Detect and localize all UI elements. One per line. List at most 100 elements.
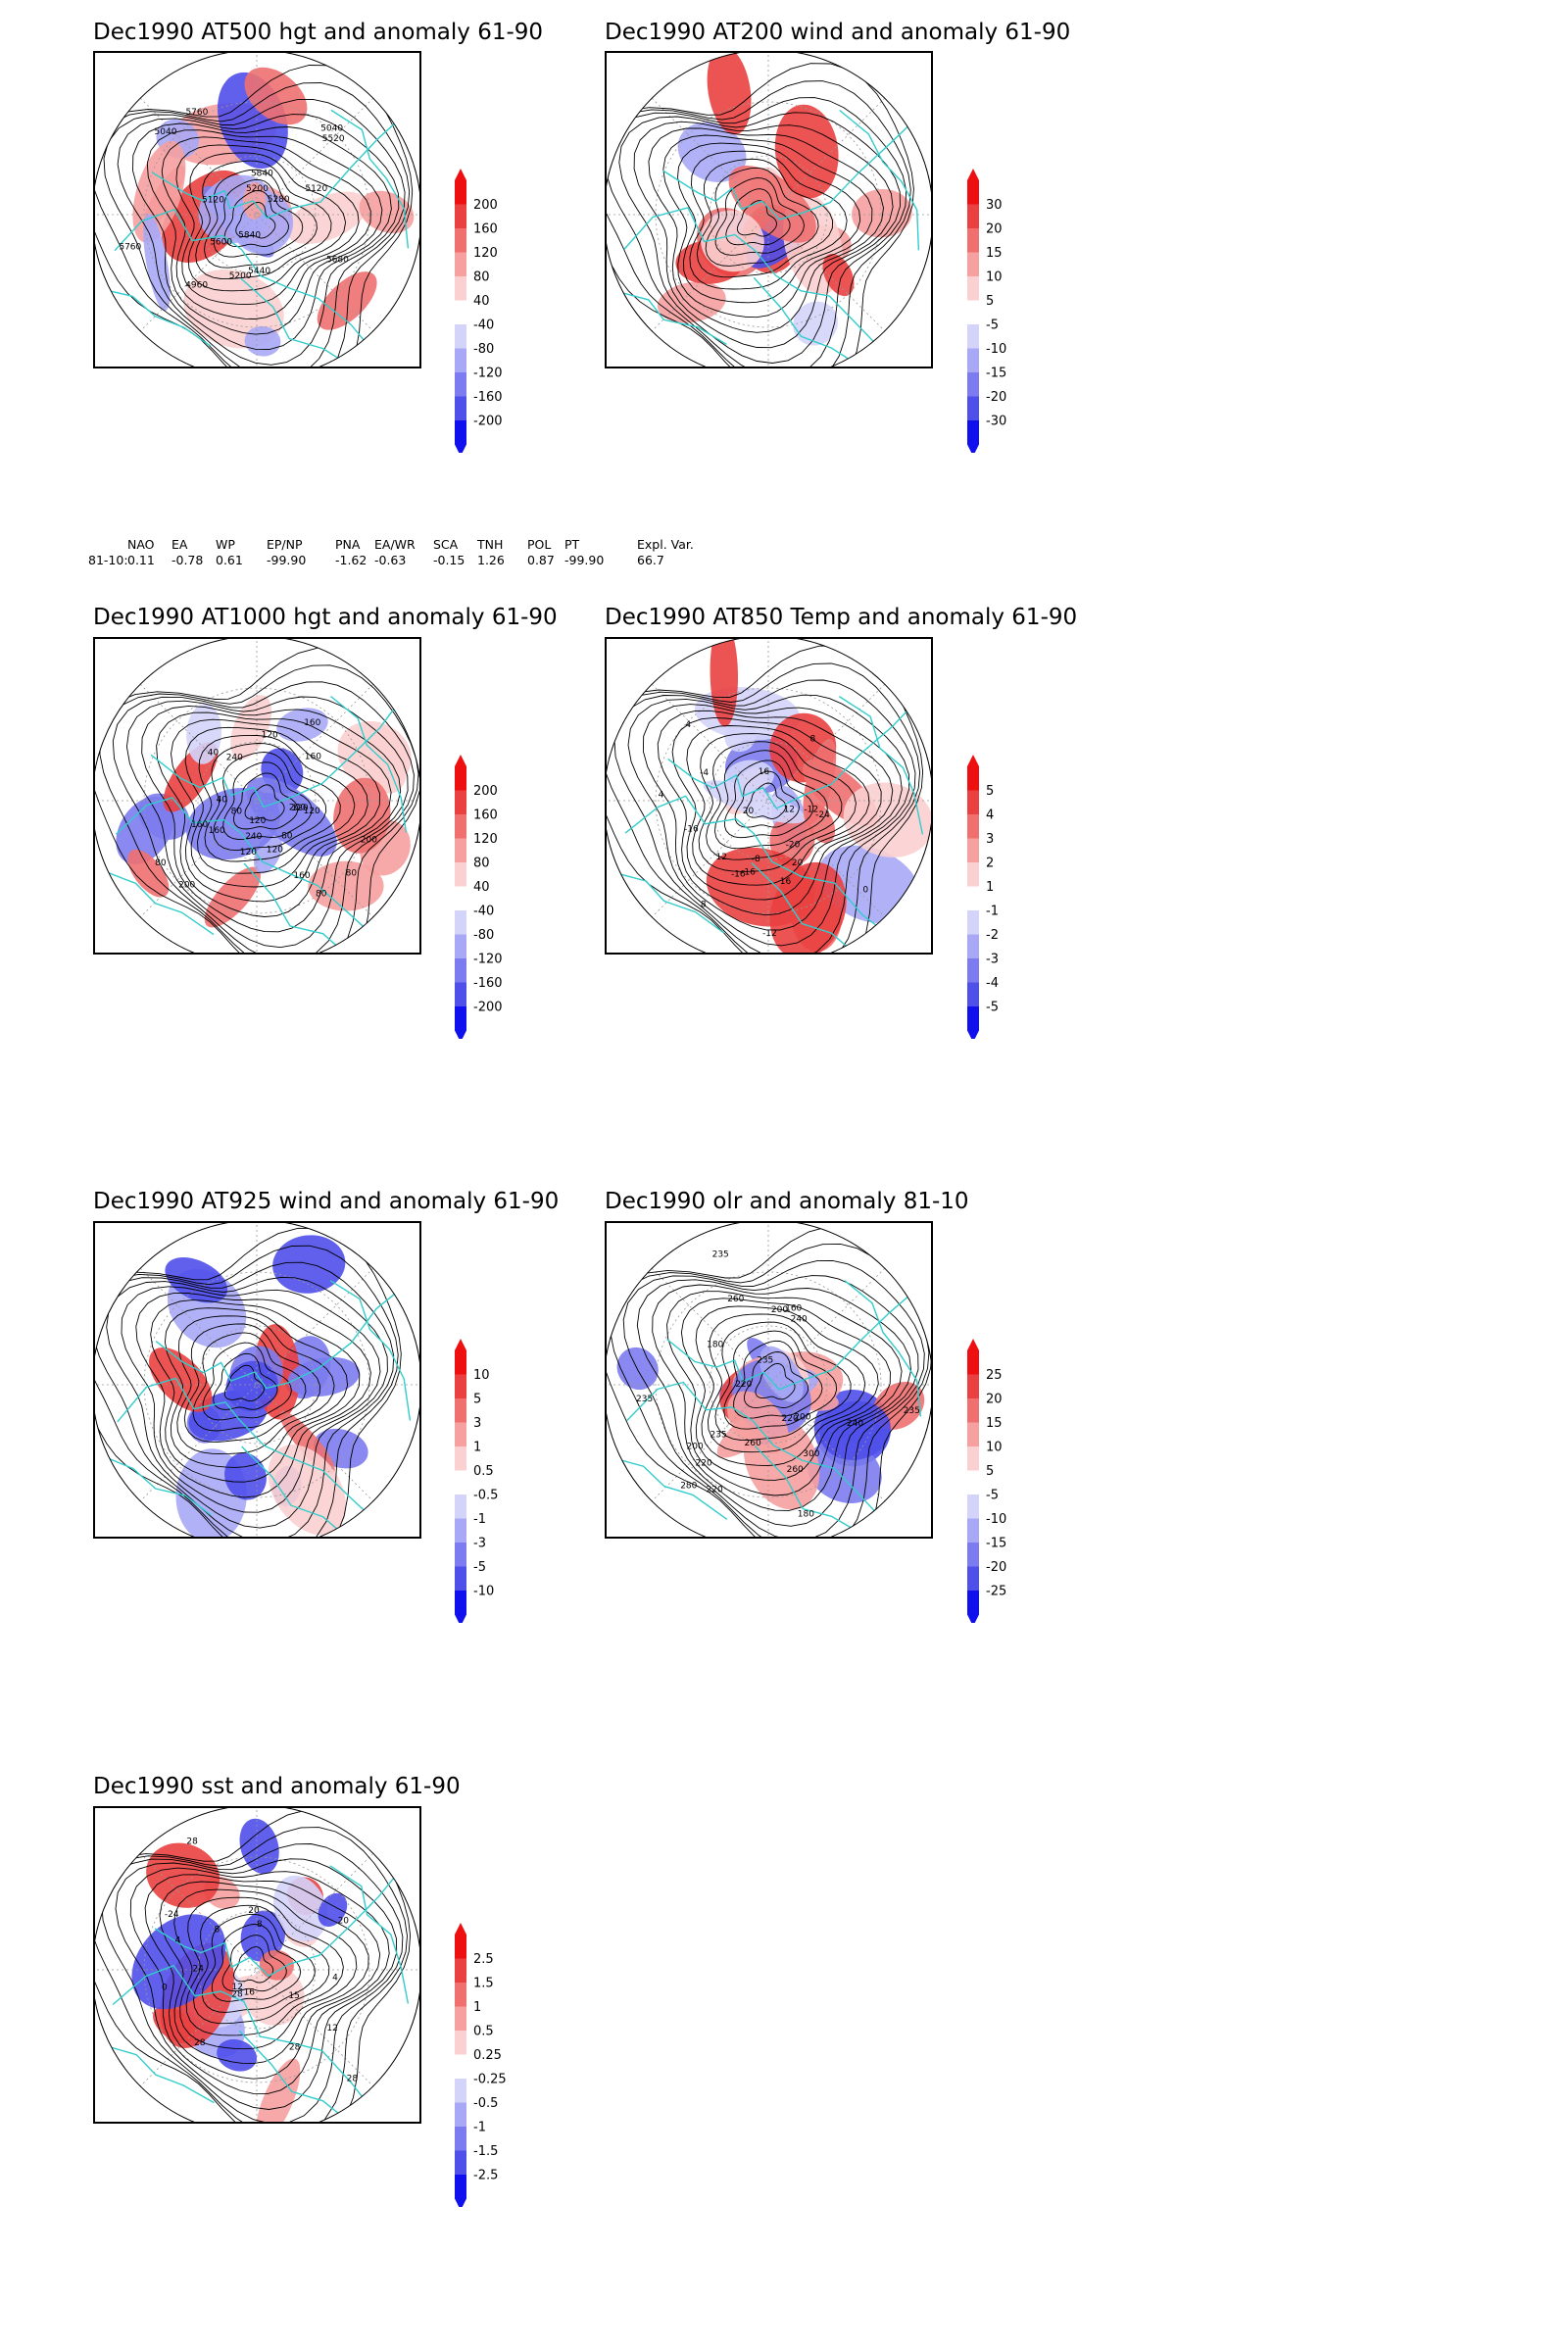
contour-line-3-10 (627, 694, 910, 947)
contour-label-3-9: -24 (815, 810, 830, 820)
contour-line-6-11 (101, 1843, 404, 2122)
latitude-circle-5-0 (709, 1325, 828, 1445)
coastline-6-4 (102, 2043, 215, 2104)
contour-label-3-4: 0 (862, 886, 868, 896)
colorbar-segment-0-0 (455, 180, 466, 205)
contour-label-3-18: 16 (744, 868, 756, 878)
colorbar-label-1-6: -10 (986, 342, 1006, 357)
contour-label-2-13: 240 (245, 832, 262, 842)
colorbar-segment-1-7 (967, 348, 979, 372)
anomaly-blob-6-15 (259, 1949, 294, 1981)
contour-label-2-9: 240 (226, 754, 243, 763)
colorbar-label-0-0: 200 (473, 198, 498, 213)
anomaly-blob-5-16 (727, 1391, 789, 1454)
panel-title-sst: Dec1990 sst and anomaly 61-90 (93, 1774, 461, 1799)
contour-label-3-17: 12 (715, 853, 726, 862)
contour-line-3-12 (607, 662, 921, 953)
teleconnection-row-label: 81-10: (88, 553, 128, 567)
map-panel-at1000: 80 120 80 160 200 40 120 160 200 240 120 160 40 240 80… (93, 637, 421, 955)
contour-line-3-3 (713, 750, 828, 850)
contour-label-5-6: 200 (771, 1305, 788, 1315)
meridian-line-3-3 (651, 683, 886, 918)
colorbar-segment-6-2 (455, 1983, 466, 2007)
contour-label-5-7: 220 (707, 1486, 723, 1495)
contour-line-0-11 (103, 98, 406, 367)
colorbar-label-6-9: -2.5 (473, 2169, 498, 2183)
colorbar-segment-2-10 (455, 1006, 466, 1031)
latitude-circle-2-0 (197, 741, 317, 860)
contour-label-6-0: 28 (186, 1837, 198, 1846)
meridian-line-4-3 (139, 1267, 374, 1502)
meridian-line-2-3 (139, 683, 374, 918)
colorbar-label-5-6: -10 (986, 1512, 1006, 1527)
coastline-4-2 (241, 1446, 344, 1535)
latitude-circle-0-0 (197, 155, 317, 274)
colorbar-label-1-7: -15 (986, 367, 1006, 381)
anomaly-blob-3-14 (843, 782, 931, 858)
teleconnection-header-4: PNA (335, 537, 361, 552)
teleconnection-header-10: Expl. Var. (637, 537, 694, 552)
contour-label-5-11: 180 (707, 1341, 723, 1350)
contour-label-2-7: 160 (305, 753, 321, 762)
contour-line-0-3 (204, 169, 318, 269)
colorbar-segment-1-5 (967, 300, 979, 324)
contour-label-0-9: 5280 (268, 195, 290, 205)
colorbar-label-6-3: 0.5 (473, 2025, 494, 2039)
colorbar-segment-3-9 (967, 982, 979, 1006)
coastline-4-4 (107, 1456, 212, 1516)
coastline-6-0 (112, 1964, 368, 2104)
colorbar-label-5-3: 10 (986, 1441, 1003, 1455)
teleconnection-value-1: -0.78 (172, 553, 204, 567)
contour-line-3-6 (686, 725, 870, 886)
colorbar-segment-3-6 (967, 910, 979, 935)
colorbar-arrow-bottom-2 (455, 1030, 466, 1039)
contour-label-5-9: 160 (785, 1304, 802, 1314)
contour-label-0-10: 5440 (248, 267, 270, 276)
contour-line-3-11 (613, 679, 916, 953)
contour-line-6-6 (173, 1888, 358, 2050)
contour-line-5-12 (610, 1243, 930, 1537)
coastline-1-2 (753, 276, 853, 363)
coastline-5-3 (844, 1280, 922, 1417)
anomaly-blob-5-8 (616, 1347, 659, 1391)
colorbar-label-2-3: 80 (473, 857, 490, 871)
colorbar-segment-5-2 (967, 1398, 979, 1423)
anomaly-blob-1-0 (657, 281, 726, 323)
contour-label-5-2: 235 (757, 1356, 773, 1366)
colorbar-label-0-1: 160 (473, 222, 498, 237)
colorbar-arrow-bottom-4 (455, 1614, 466, 1623)
map-plot-olr: 2202602352402602352002201801602001802202… (607, 1223, 931, 1537)
coastline-2-4 (106, 871, 215, 936)
latitude-circle-0-1 (143, 101, 370, 328)
colorbar-segment-5-0 (967, 1350, 979, 1375)
contour-label-6-16: 28 (231, 1989, 243, 1999)
colorbar-segment-0-10 (455, 420, 466, 445)
colorbar-arrow-top-4 (455, 1339, 466, 1350)
anomaly-blob-4-16 (268, 1445, 347, 1536)
colorbar-segment-0-6 (455, 324, 466, 349)
panel-title-olr: Dec1990 olr and anomaly 81-10 (605, 1189, 969, 1214)
contour-line-2-1 (233, 772, 299, 830)
anomaly-blob-3-17 (725, 760, 774, 793)
colorbar-arrow-top-1 (967, 169, 979, 180)
latitude-circle-4-0 (197, 1325, 317, 1445)
map-panel-at925 (93, 1221, 421, 1539)
contour-line-4-1 (213, 1352, 278, 1410)
contour-line-3-7 (671, 716, 882, 901)
colorbar-label-3-5: -1 (986, 905, 999, 919)
contour-line-0-6 (175, 144, 360, 306)
contour-line-2-10 (125, 696, 409, 949)
colorbar-label-1-2: 15 (986, 246, 1003, 261)
contour-line-4-10 (106, 1276, 388, 1529)
colorbar-label-6-0: 2.5 (473, 1952, 494, 1967)
colorbar-label-2-2: 120 (473, 832, 498, 847)
anomaly-blob-6-7 (240, 1910, 286, 1962)
contour-label-6-11: 20 (248, 1906, 260, 1916)
contour-label-5-13: 235 (904, 1406, 920, 1416)
colorbar-label-1-8: -20 (986, 390, 1006, 405)
coastline-2-2 (243, 862, 340, 950)
anomaly-blob-6-12 (273, 1875, 328, 1942)
anomaly-blob-2-6 (116, 796, 174, 865)
colorbar-segment-3-10 (967, 1006, 979, 1031)
